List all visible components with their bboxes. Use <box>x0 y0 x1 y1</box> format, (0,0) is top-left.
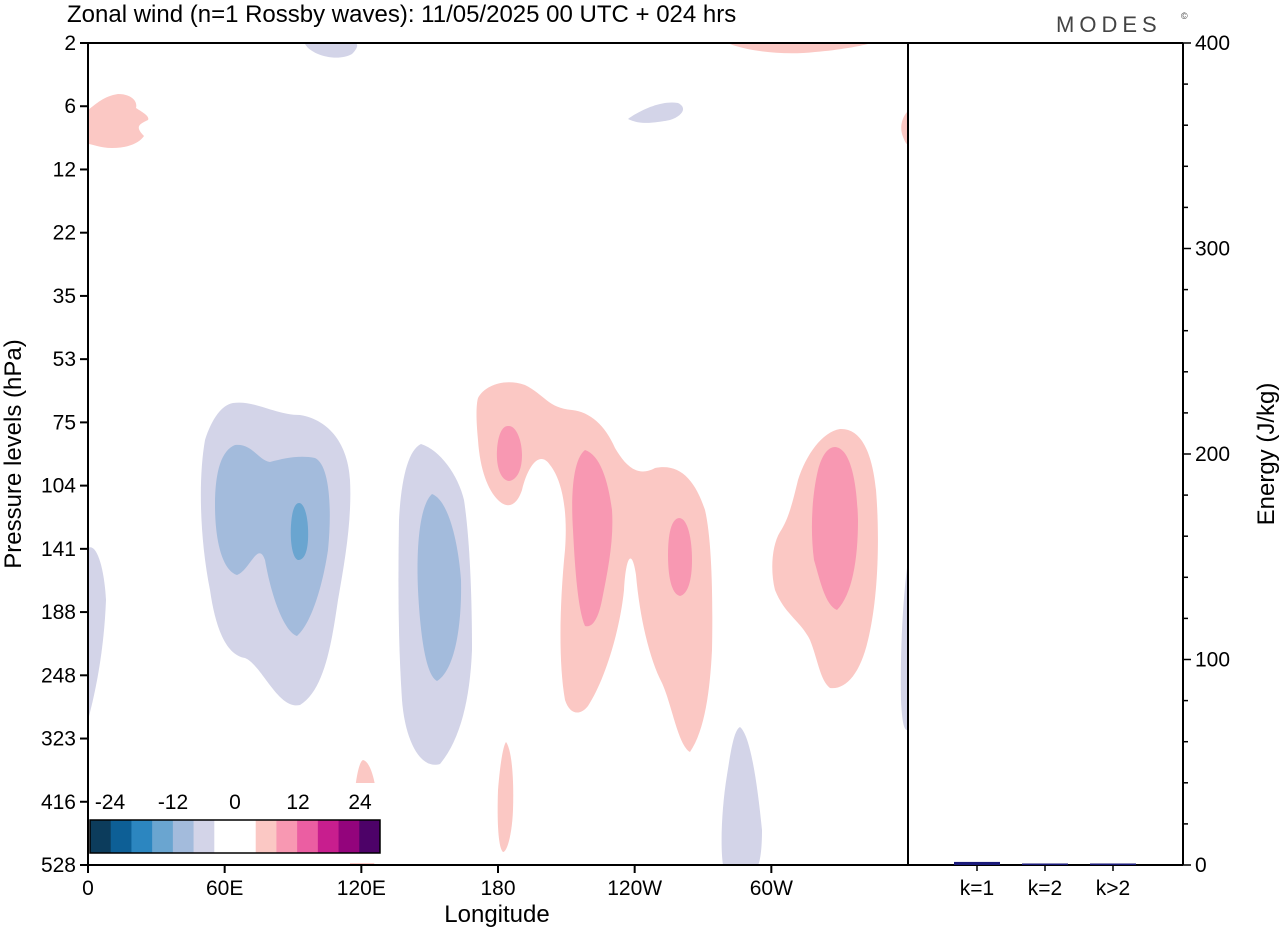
brand-mark: © <box>1181 11 1188 21</box>
y-axis-label: Pressure levels (hPa) <box>0 339 27 568</box>
colorbar-frame <box>89 819 381 854</box>
colorbar-box-5 <box>193 820 215 853</box>
contour-pos-top <box>730 44 868 54</box>
energy-axis: 0 100 200 300 400 <box>1183 32 1230 877</box>
y-tick-label: 528 <box>41 854 76 877</box>
energy-panel: 0 100 200 300 400 k=1 k=2 k>2 Energy (J/kg) <box>908 32 1280 900</box>
y-tick-label: 12 <box>53 158 76 181</box>
energy-category-label: k=2 <box>1028 877 1062 900</box>
energy-bar <box>1090 863 1136 865</box>
contour-panel: -24 -12 0 12 24 <box>87 42 909 866</box>
energy-categories: k=1 k=2 k>2 <box>960 865 1130 900</box>
x-tick-label: 180 <box>480 877 515 900</box>
colorbar-box-3 <box>152 820 174 853</box>
y-tick-label: 35 <box>53 285 76 308</box>
x-axis-label: Longitude <box>444 901 549 928</box>
colorbar: -24 -12 0 12 24 <box>88 783 388 863</box>
colorbar-box-1 <box>110 820 132 853</box>
energy-tick-label: 400 <box>1195 32 1230 55</box>
brand-wordmark: MODES <box>1056 12 1162 37</box>
longitude-axis: 0 60E 120E 180 120W 60W <box>82 865 793 900</box>
chart-title: Zonal wind (n=1 Rossby waves): 11/05/202… <box>67 1 736 28</box>
contour-neg-core <box>290 503 309 560</box>
colorbar-label-pos24: 24 <box>348 791 372 814</box>
x-tick-label: 60W <box>750 877 793 900</box>
energy-bar <box>1022 863 1068 865</box>
colorbar-label-neg24: -24 <box>95 791 126 814</box>
colorbar-label-neg12: -12 <box>158 791 188 814</box>
y-tick-label: 248 <box>41 664 76 687</box>
energy-tick-label: 200 <box>1195 443 1230 466</box>
energy-tick-label: 300 <box>1195 238 1230 261</box>
energy-tick-label: 0 <box>1195 854 1207 877</box>
contour-pos-core-d <box>811 447 858 610</box>
y-tick-label: 2 <box>64 32 76 55</box>
contour-neg-right-edge <box>900 568 907 730</box>
contour-pos-bottom-b <box>497 742 514 852</box>
y-tick-label: 188 <box>41 601 76 624</box>
colorbar-label-zero: 0 <box>229 791 241 814</box>
energy-bar <box>954 861 1000 865</box>
colorbar-box-4 <box>172 820 195 853</box>
y-tick-label: 416 <box>41 791 76 814</box>
contour-pos-core-a <box>496 425 522 481</box>
colorbar-box-2 <box>131 820 153 853</box>
y-tick-label: 141 <box>41 538 76 561</box>
contour-neg-a-inner <box>215 444 330 636</box>
pressure-axis: 2 6 12 22 35 53 75 104 141 188 248 323 416 528 <box>41 32 88 877</box>
colorbar-box-0 <box>90 820 112 853</box>
colorbar-label-pos12: 12 <box>286 791 309 814</box>
y-tick-label: 53 <box>53 348 76 371</box>
x-tick-label: 120E <box>337 877 386 900</box>
colorbar-box-7 <box>235 820 257 853</box>
contour-fills <box>88 44 907 865</box>
colorbar-box-6 <box>214 820 236 853</box>
contour-pos-core-b <box>572 450 613 627</box>
contour-neg-upper-right <box>628 102 684 123</box>
colorbar-box-13 <box>359 820 381 853</box>
energy-category-label: k=1 <box>960 877 994 900</box>
x-tick-label: 120W <box>607 877 662 900</box>
y-tick-label: 323 <box>41 728 76 751</box>
y-tick-label: 22 <box>53 222 76 245</box>
contour-neg-top <box>305 44 358 58</box>
energy-bars <box>954 861 1136 865</box>
colorbar-box-9 <box>276 820 298 853</box>
y-tick-label: 6 <box>64 95 76 118</box>
colorbar-box-8 <box>255 820 277 853</box>
energy-axis-label: Energy (J/kg) <box>1253 383 1280 526</box>
contour-pos-upper-left <box>88 94 149 148</box>
contour-pos-right-edge <box>901 112 907 144</box>
y-tick-label: 104 <box>41 475 76 498</box>
colorbar-box-10 <box>297 820 319 853</box>
colorbar-boxes <box>90 820 381 853</box>
x-tick-label: 0 <box>82 877 94 900</box>
contour-neg-left-edge <box>88 547 106 720</box>
energy-category-label: k>2 <box>1096 877 1130 900</box>
contour-pos-core-c <box>668 518 692 596</box>
y-tick-label: 75 <box>53 411 76 434</box>
colorbar-box-11 <box>317 820 340 853</box>
colorbar-box-12 <box>338 820 360 853</box>
contour-neg-b-inner <box>417 494 462 681</box>
x-tick-label: 60E <box>206 877 243 900</box>
contour-neg-bottom <box>721 727 762 865</box>
energy-tick-label: 100 <box>1195 649 1230 672</box>
brand-logo: MODES © <box>1056 11 1188 37</box>
